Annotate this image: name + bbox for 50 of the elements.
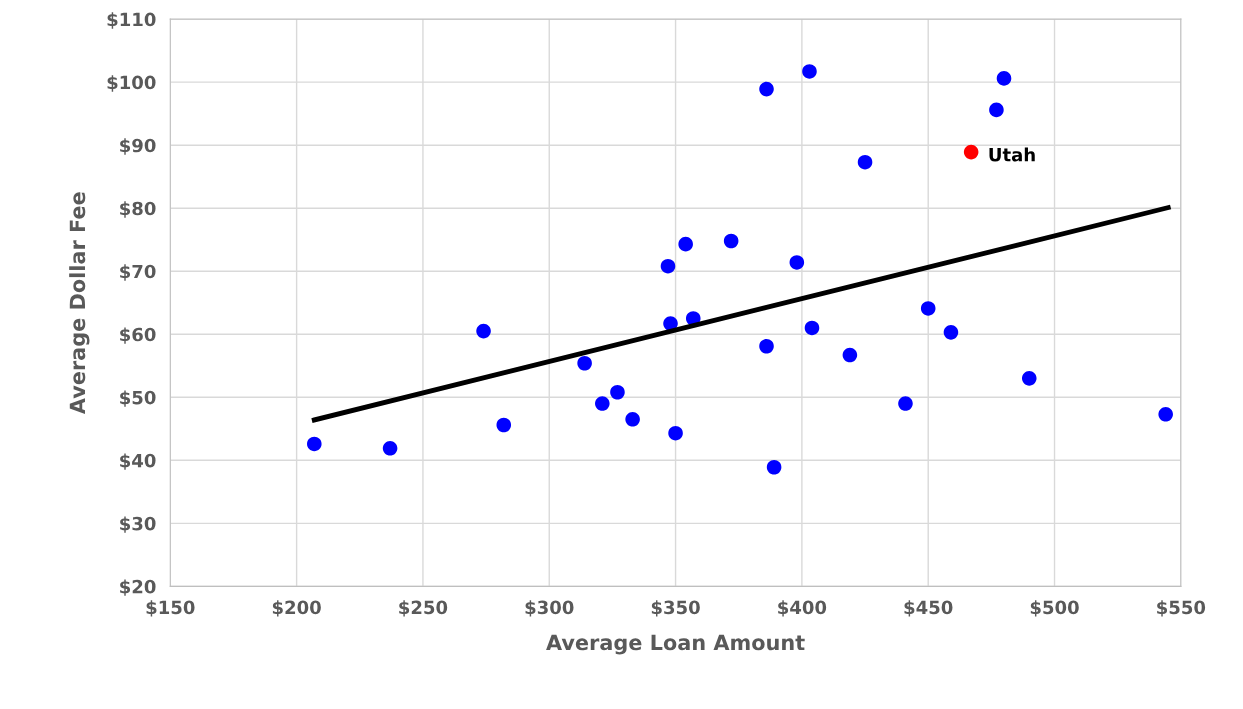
point — [920, 301, 936, 316]
x-tick-label: $450 — [904, 600, 953, 617]
point — [989, 102, 1004, 118]
y-tick-label: $50 — [120, 390, 156, 407]
point — [804, 320, 820, 336]
point — [1021, 371, 1037, 386]
point — [382, 441, 398, 456]
point — [723, 233, 739, 249]
x-tick-label: $150 — [146, 600, 195, 617]
y-tick-label: $100 — [107, 75, 156, 92]
point — [610, 384, 625, 400]
series-label: Utah — [989, 147, 1035, 162]
y-tick-label: $20 — [120, 579, 156, 596]
x-tick-label: $550 — [1157, 600, 1206, 617]
point — [496, 417, 512, 433]
point — [802, 64, 817, 79]
x-tick-label: $200 — [272, 600, 321, 617]
x-tick-label: $500 — [1030, 600, 1079, 617]
y-tick-label: $60 — [120, 327, 156, 344]
point — [759, 81, 774, 97]
point — [759, 338, 774, 354]
point — [789, 255, 805, 270]
y-tick-label: $80 — [120, 201, 156, 218]
point — [996, 71, 1012, 86]
point — [1158, 407, 1173, 422]
x-axis-title: Average Loan Amount — [546, 634, 805, 655]
x-tick-label: $400 — [778, 600, 827, 617]
point — [595, 396, 610, 411]
y-tick-label: $70 — [120, 264, 156, 281]
y-axis-title: Average Dollar Fee — [69, 192, 90, 415]
x-tick-label: $250 — [399, 600, 448, 617]
point — [898, 396, 913, 411]
point — [668, 425, 683, 441]
point — [625, 412, 640, 427]
point — [842, 347, 858, 363]
y-tick-label: $90 — [120, 138, 156, 155]
point — [678, 236, 693, 252]
y-tick-label: $40 — [120, 453, 156, 470]
point — [307, 436, 322, 452]
point — [943, 325, 959, 340]
point — [476, 323, 491, 339]
y-tick-label: $30 — [120, 516, 156, 533]
point — [857, 154, 873, 170]
point — [963, 144, 979, 160]
x-tick-label: $300 — [525, 600, 574, 617]
point — [766, 459, 782, 475]
point — [577, 355, 592, 371]
point — [660, 258, 676, 274]
x-tick-label: $350 — [651, 600, 700, 617]
y-tick-label: $110 — [107, 12, 156, 29]
